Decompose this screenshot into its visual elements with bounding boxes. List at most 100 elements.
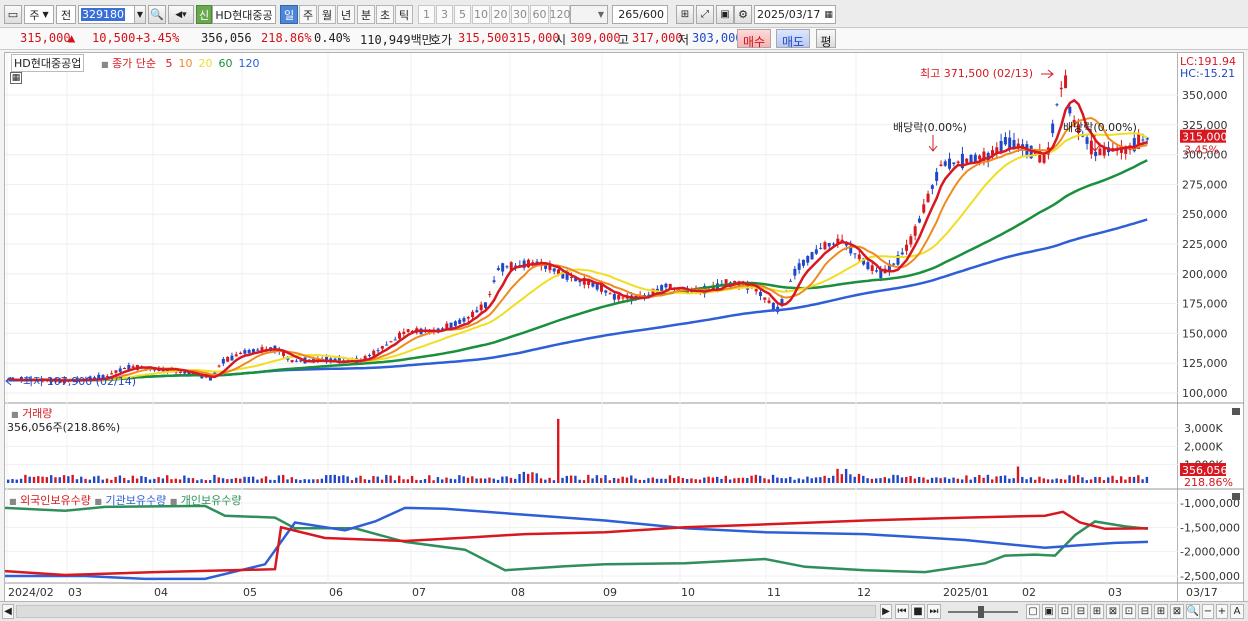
- interval-button-5[interactable]: 30: [511, 5, 529, 24]
- sell-button[interactable]: 매도: [776, 29, 810, 49]
- ma-period-5[interactable]: 5: [165, 57, 173, 70]
- view-icon-6[interactable]: ⊠: [1106, 604, 1120, 619]
- tool-icon[interactable]: ⤢: [696, 5, 714, 24]
- stop-icon[interactable]: ■: [911, 604, 925, 619]
- last-icon[interactable]: ⏭: [927, 604, 941, 619]
- eval-button[interactable]: 평: [816, 29, 836, 49]
- holders-legend[interactable]: ■ 외국인보유수량 ■ 기관보유수량 ■ 개인보유수량: [9, 492, 242, 508]
- volume-bar: [410, 475, 414, 483]
- scrollbar-track[interactable]: [16, 605, 876, 618]
- view-icon-5[interactable]: ⊞: [1090, 604, 1104, 619]
- date-field[interactable]: 2025/03/17 ▦: [754, 5, 836, 24]
- auto-icon[interactable]: A: [1230, 604, 1244, 619]
- code-input[interactable]: 329180: [78, 5, 146, 24]
- candle-body: [1137, 134, 1141, 149]
- volume-bar: [97, 475, 100, 483]
- period-tab-3[interactable]: 년: [337, 5, 355, 24]
- ma-period-120[interactable]: 120: [238, 57, 260, 70]
- ma-period-20[interactable]: 20: [198, 57, 213, 70]
- period-tab-2[interactable]: 월: [318, 5, 336, 24]
- view-icon-1[interactable]: ▢: [1026, 604, 1040, 619]
- volume-bar: [836, 468, 839, 483]
- interval-button-6[interactable]: 60: [530, 5, 549, 24]
- volume-bar: [801, 479, 805, 483]
- dividend-arrow-icon: [1090, 135, 1100, 152]
- volume-bar: [698, 479, 702, 483]
- interval-button-7[interactable]: 120: [550, 5, 571, 24]
- volume-bar: [49, 475, 53, 483]
- candle-body: [1098, 148, 1102, 156]
- volume-bar: [664, 478, 667, 483]
- scroll-right-icon[interactable]: ▶: [880, 604, 892, 619]
- zoom-out-icon[interactable]: −: [1202, 604, 1214, 619]
- buy-button[interactable]: 매수: [737, 29, 771, 49]
- view-icon-9[interactable]: ⊞: [1154, 604, 1168, 619]
- interval-button-0[interactable]: 1: [418, 5, 435, 24]
- credit-badge[interactable]: 신: [196, 5, 212, 24]
- ma-legend[interactable]: ■ 종가 단순 5 10 20 60 120: [101, 55, 260, 71]
- zoom-slider-thumb[interactable]: [978, 606, 984, 618]
- volume-bar: [462, 476, 465, 483]
- volume-bar: [329, 474, 332, 483]
- period-tab-0[interactable]: 일: [280, 5, 298, 24]
- interval-dropdown[interactable]: ▼: [570, 5, 608, 24]
- candle-body: [612, 294, 616, 300]
- x-axis-label: 10: [681, 586, 695, 599]
- table-icon[interactable]: ▦: [10, 72, 22, 84]
- y-tick-label: 250,000: [1182, 208, 1228, 221]
- code-dropdown-icon[interactable]: ▼: [134, 5, 146, 24]
- interval-button-4[interactable]: 20: [491, 5, 510, 24]
- open-label: 시: [555, 33, 567, 47]
- stock-legend-label: HD현대중공업: [14, 57, 82, 70]
- volume-legend[interactable]: ■ 거래량: [11, 405, 52, 421]
- gear-icon[interactable]: ⚙: [734, 5, 752, 24]
- market-select[interactable]: 전: [56, 5, 76, 24]
- count-field[interactable]: 265/600: [612, 5, 668, 24]
- view-icon-3[interactable]: ⊡: [1058, 604, 1072, 619]
- period-tab-1[interactable]: 주: [299, 5, 317, 24]
- first-icon[interactable]: ⏮: [895, 604, 909, 619]
- volume-bar: [1042, 478, 1045, 483]
- volume-bar: [1098, 477, 1101, 483]
- scroll-left-icon[interactable]: ◀: [2, 604, 14, 619]
- layout-icon[interactable]: ▭: [4, 5, 22, 24]
- candle-body: [664, 283, 668, 288]
- chevron-down-icon: ▼: [42, 10, 49, 19]
- candle-body: [896, 255, 900, 265]
- save-icon[interactable]: ▣: [716, 5, 734, 24]
- interval-button-1[interactable]: 3: [436, 5, 453, 24]
- candle-body: [1012, 139, 1016, 148]
- volume-bar: [1029, 477, 1033, 483]
- volume-bar: [380, 479, 384, 483]
- candle-body: [939, 164, 943, 167]
- period-tab-6[interactable]: 틱: [395, 5, 413, 24]
- search-icon[interactable]: 🔍: [148, 5, 166, 24]
- turnover-percent: 0.40%: [314, 31, 351, 45]
- interval-button-3[interactable]: 10: [472, 5, 490, 24]
- chart-area[interactable]: 2024/02 03 04 05 06 07 08 09 10 11 12 2025/01 02 03 최고…: [4, 52, 1179, 602]
- speaker-icon[interactable]: ◀▾: [168, 5, 194, 24]
- view-icon-7[interactable]: ⊡: [1122, 604, 1136, 619]
- volume-bar: [621, 476, 624, 483]
- volume: 356,056: [201, 31, 252, 45]
- volume-bar: [1076, 474, 1080, 483]
- volume-bar: [1012, 478, 1015, 483]
- ma-period-60[interactable]: 60: [218, 57, 233, 70]
- stock-legend[interactable]: HD현대중공업: [11, 54, 85, 72]
- view-icon-10[interactable]: ⊠: [1170, 604, 1184, 619]
- magnify-icon[interactable]: 🔍: [1186, 604, 1200, 619]
- view-icon-4[interactable]: ⊟: [1074, 604, 1088, 619]
- ma-period-10[interactable]: 10: [178, 57, 193, 70]
- high-price: 317,000: [632, 31, 683, 45]
- zoom-in-icon[interactable]: +: [1216, 604, 1228, 619]
- volume-bar: [32, 476, 36, 483]
- view-icon-8[interactable]: ⊟: [1138, 604, 1152, 619]
- volume-bar: [819, 477, 822, 483]
- interval-button-2[interactable]: 5: [454, 5, 471, 24]
- type-select[interactable]: 주 ▼: [24, 5, 54, 24]
- period-tab-5[interactable]: 초: [376, 5, 394, 24]
- period-tab-4[interactable]: 분: [357, 5, 375, 24]
- indicator-icon[interactable]: ⊞: [676, 5, 694, 24]
- view-icon-2[interactable]: ▣: [1042, 604, 1056, 619]
